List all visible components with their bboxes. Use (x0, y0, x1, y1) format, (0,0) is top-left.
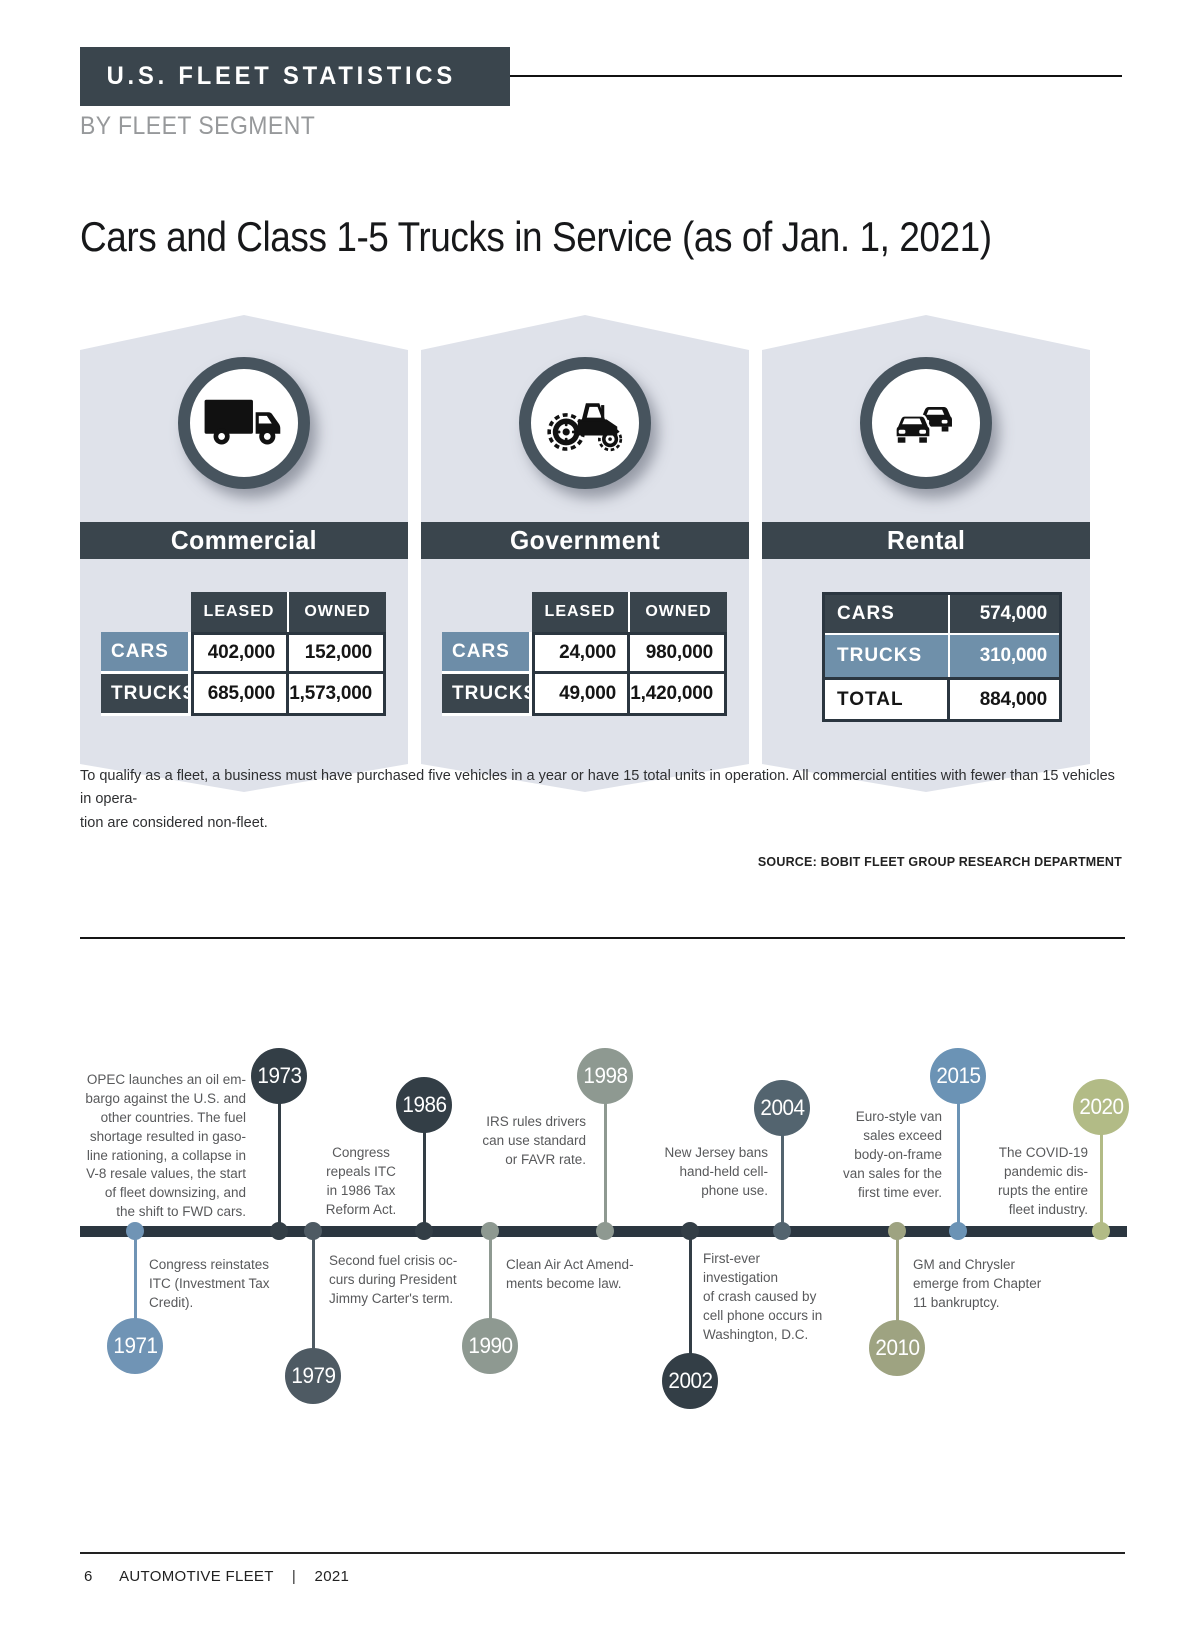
timeline-node (270, 1222, 288, 1240)
fleet-segment-panels: Commercial LEASED OWNED CARS 402,000 152… (80, 315, 1090, 792)
footer: 6 AUTOMOTIVE FLEET | 2021 (84, 1568, 349, 1585)
kicker-rule (510, 75, 1122, 77)
event-text: Clean Air Act Amend- ments become law. (506, 1257, 634, 1291)
row-label-cars: CARS (101, 632, 191, 674)
publication-name: AUTOMOTIVE FLEET (119, 1568, 274, 1585)
truck-icon (178, 357, 310, 489)
footer-rule (80, 1552, 1125, 1554)
year-badge: 2015 (930, 1048, 986, 1104)
row-label-trucks: TRUCKS (442, 674, 532, 716)
year-badge: 1973 (251, 1048, 307, 1104)
col-header-leased: LEASED (191, 592, 289, 632)
event-text: OPEC launches an oil em- bargo against t… (85, 1072, 246, 1220)
trucks-leased-value: 49,000 (532, 674, 630, 716)
timeline-node (681, 1222, 699, 1240)
section-divider (80, 937, 1125, 939)
panel-government: Government LEASED OWNED CARS 24,000 980,… (421, 315, 749, 792)
row-label-total: TOTAL (825, 677, 950, 719)
event-text: Second fuel crisis oc- curs during Presi… (329, 1253, 458, 1306)
trucks-owned-value: 1,420,000 (630, 674, 727, 716)
trucks-value: 310,000 (950, 635, 1059, 677)
footnote: To qualify as a fleet, a business must h… (80, 768, 1115, 831)
timeline-node (304, 1222, 322, 1240)
row-label-cars: CARS (442, 632, 532, 674)
cars-owned-value: 980,000 (630, 632, 727, 674)
footer-separator: | (291, 1568, 297, 1585)
col-header-owned: OWNED (289, 592, 386, 632)
kicker-text: U.S. FLEET STATISTICS (106, 62, 457, 90)
year-badge: 1998 (577, 1048, 633, 1104)
year-badge: 2002 (662, 1353, 718, 1409)
timeline-node (773, 1222, 791, 1240)
event-text: Congress repeals ITC in 1986 Tax Reform … (325, 1145, 397, 1217)
cars-owned-value: 152,000 (289, 632, 386, 674)
timeline-node (126, 1222, 144, 1240)
page-number: 6 (84, 1568, 93, 1585)
row-label-cars: CARS (825, 595, 950, 635)
subkicker: BY FLEET SEGMENT (80, 112, 316, 140)
timeline-node (415, 1222, 433, 1240)
event-text: GM and Chrysler emerge from Chapter 11 b… (913, 1257, 1042, 1310)
panel-title-rental: Rental (762, 522, 1090, 559)
year-badge: 1979 (285, 1348, 341, 1404)
kicker-box: U.S. FLEET STATISTICS (80, 47, 510, 106)
event-text: Congress reinstates ITC (Investment Tax … (149, 1257, 270, 1310)
panel-rental: Rental CARS 574,000 TRUCKS 310,000 TOTAL… (762, 315, 1090, 792)
tractor-icon (519, 357, 651, 489)
row-label-trucks: TRUCKS (825, 635, 950, 677)
cars-icon (860, 357, 992, 489)
panel-commercial: Commercial LEASED OWNED CARS 402,000 152… (80, 315, 408, 792)
cars-leased-value: 24,000 (532, 632, 630, 674)
cars-value: 574,000 (950, 595, 1059, 635)
panel-title-commercial: Commercial (80, 522, 408, 559)
event-text: The COVID-19 pandemic dis- rupts the ent… (997, 1145, 1088, 1217)
timeline-node (1092, 1222, 1110, 1240)
year-badge: 1986 (396, 1077, 452, 1133)
cars-leased-value: 402,000 (191, 632, 289, 674)
trucks-owned-value: 1,573,000 (289, 674, 386, 716)
page-title: Cars and Class 1-5 Trucks in Service (as… (80, 213, 992, 260)
col-header-owned: OWNED (630, 592, 727, 632)
event-text: IRS rules drivers can use standard or FA… (482, 1114, 586, 1167)
source-credit: SOURCE: BOBIT FLEET GROUP RESEARCH DEPAR… (757, 855, 1122, 869)
footer-year: 2021 (314, 1568, 350, 1585)
table-corner (442, 592, 532, 632)
commercial-table: LEASED OWNED CARS 402,000 152,000 TRUCKS… (101, 592, 386, 716)
timeline-node (949, 1222, 967, 1240)
timeline-node (596, 1222, 614, 1240)
year-badge: 2020 (1073, 1079, 1129, 1135)
trucks-leased-value: 685,000 (191, 674, 289, 716)
year-badge: 1990 (462, 1318, 518, 1374)
year-badge: 1971 (107, 1318, 163, 1374)
event-text: First-ever investigation of crash caused… (703, 1251, 823, 1342)
rental-table: CARS 574,000 TRUCKS 310,000 TOTAL 884,00… (822, 592, 1062, 722)
total-value: 884,000 (950, 677, 1059, 719)
timeline-node (888, 1222, 906, 1240)
timeline-node (481, 1222, 499, 1240)
panel-title-government: Government (421, 522, 749, 559)
year-badge: 2004 (754, 1080, 810, 1136)
government-table: LEASED OWNED CARS 24,000 980,000 TRUCKS … (442, 592, 727, 716)
col-header-leased: LEASED (532, 592, 630, 632)
table-corner (101, 592, 191, 632)
event-text: Euro-style van sales exceed body-on-fram… (842, 1109, 942, 1200)
event-text: New Jersey bans hand-held cell- phone us… (664, 1145, 768, 1198)
year-badge: 2010 (869, 1320, 925, 1376)
row-label-trucks: TRUCKS (101, 674, 191, 716)
